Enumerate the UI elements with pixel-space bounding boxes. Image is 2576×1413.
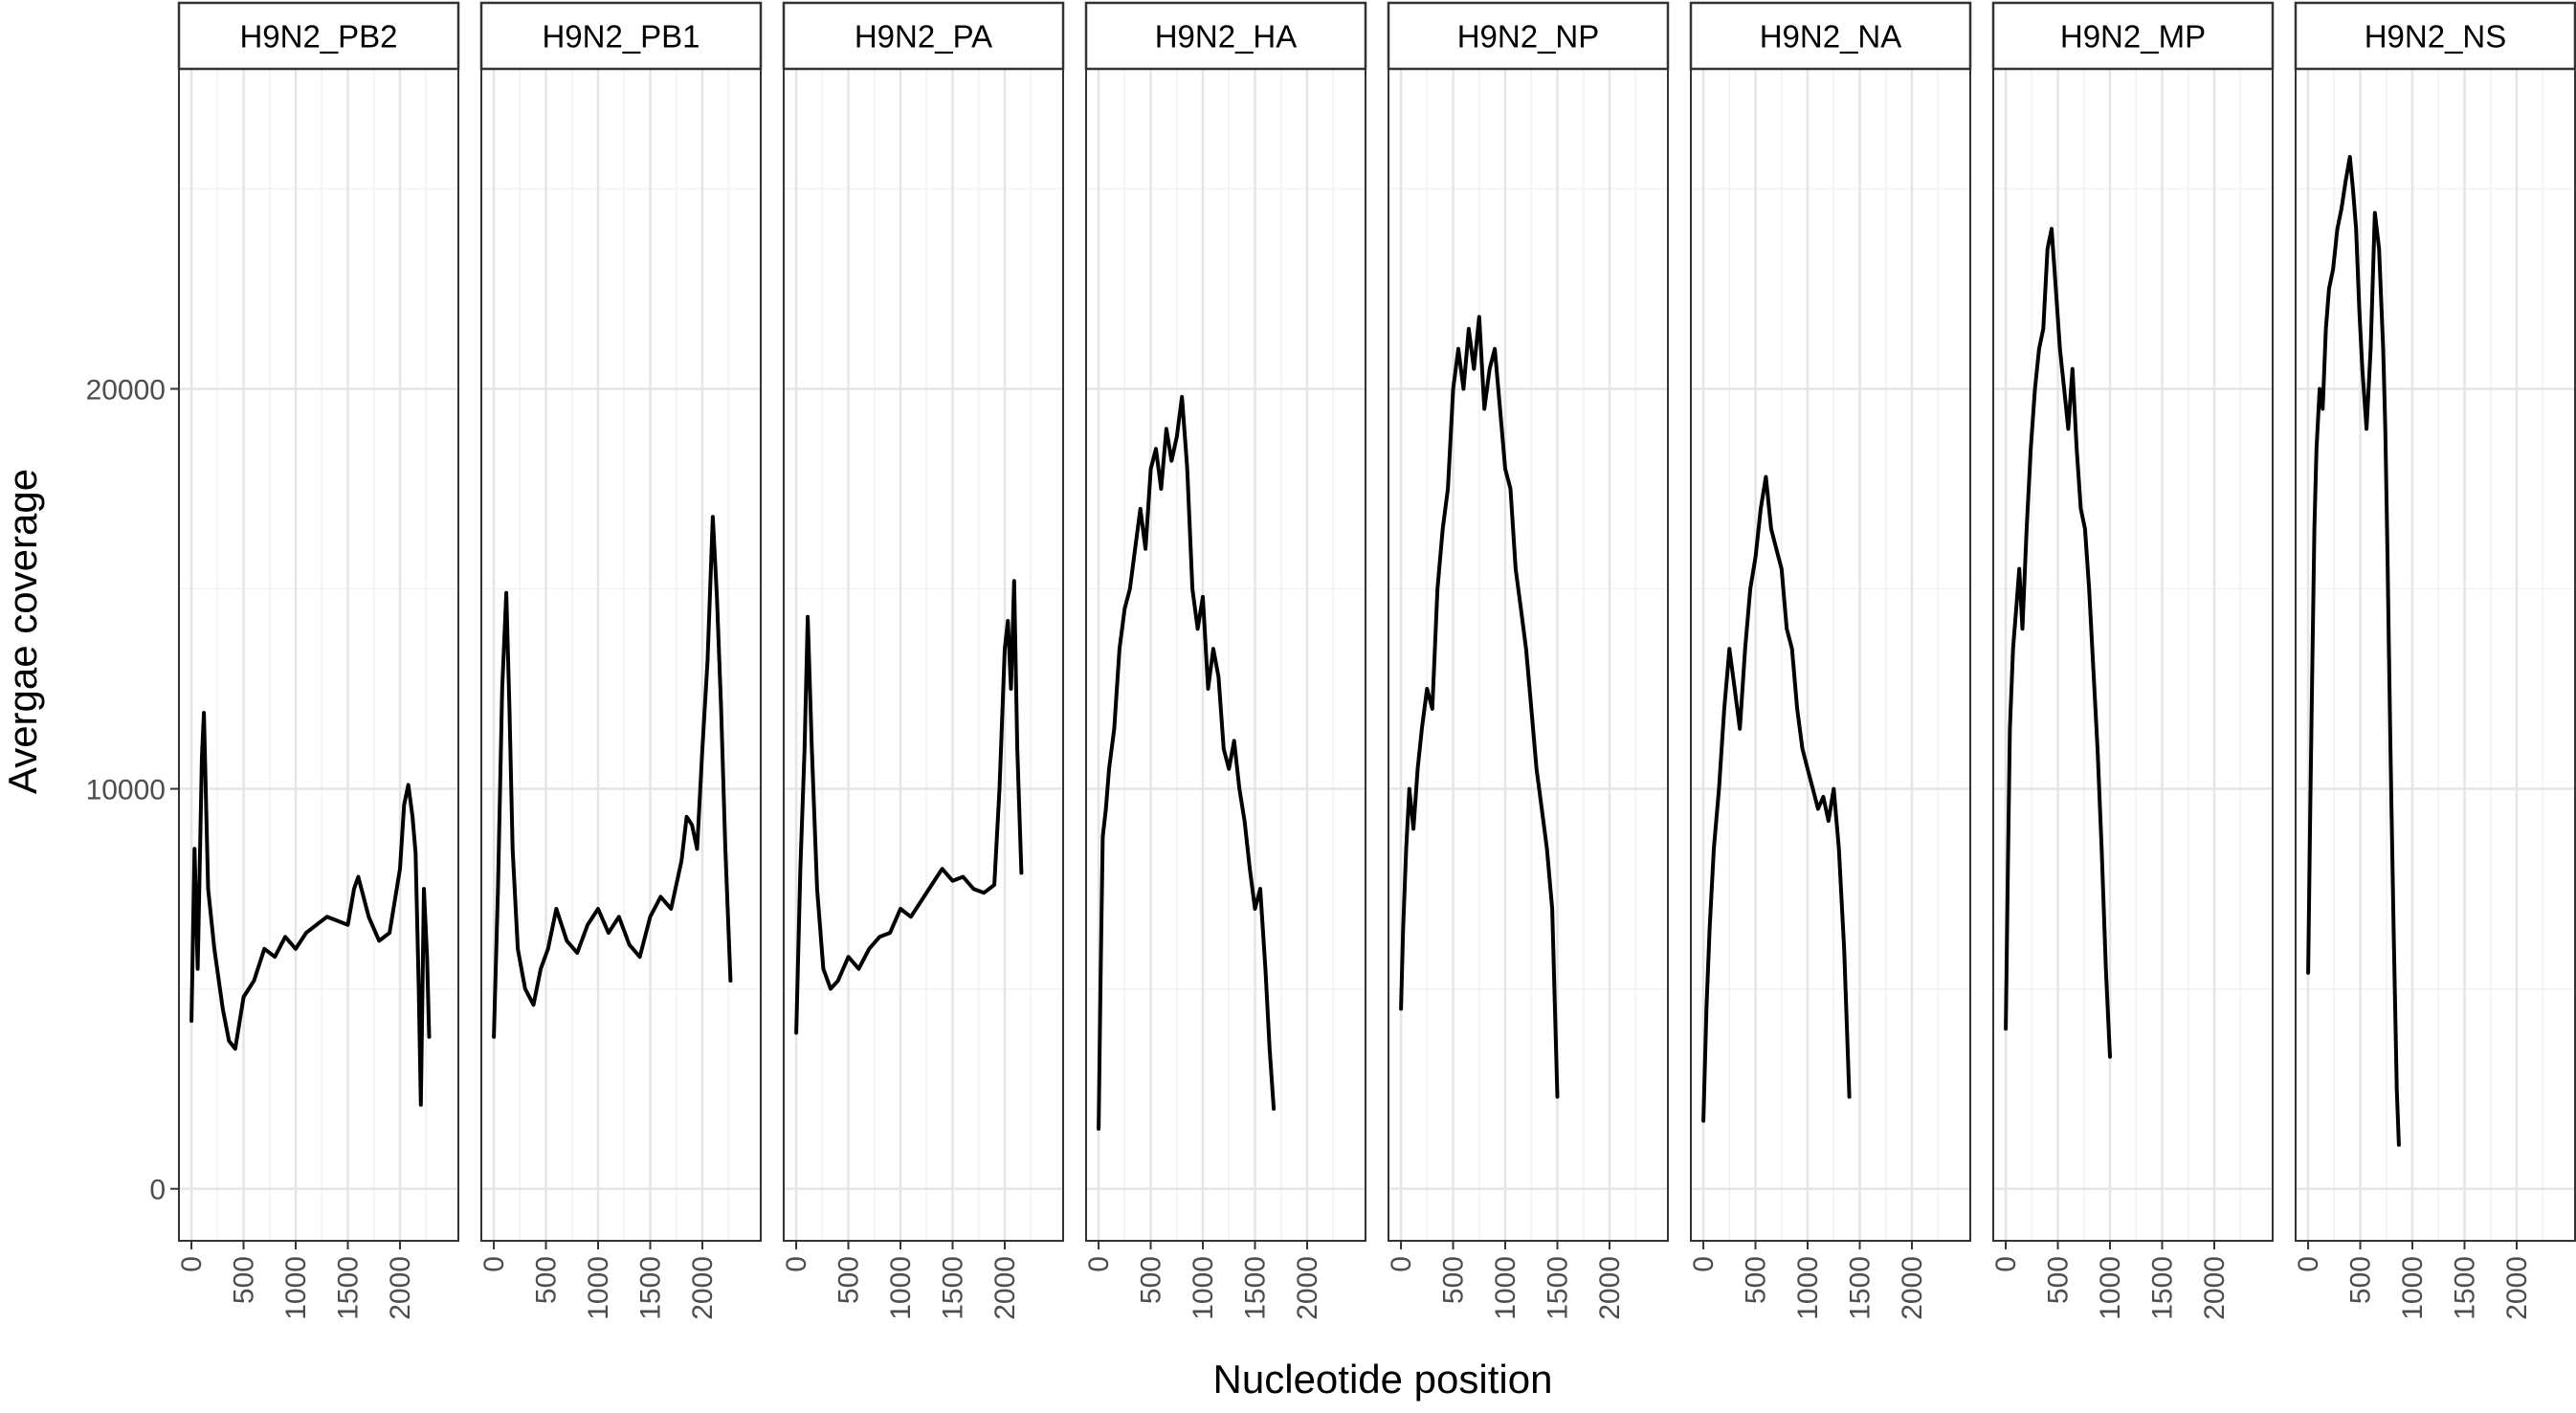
y-axis: 0 10000 20000 — [86, 374, 179, 1206]
panel-background — [1086, 69, 1366, 1241]
x-tick-label: 1000 — [1490, 1256, 1521, 1320]
x-tick-label: 0 — [478, 1256, 510, 1272]
y-tick-label: 20000 — [86, 374, 166, 406]
x-tick-label: 1500 — [2147, 1256, 2179, 1320]
x-tick-label: 1000 — [885, 1256, 917, 1320]
coverage-line — [189, 711, 432, 1107]
x-tick-label: 2000 — [1897, 1256, 1928, 1320]
coverage-line — [492, 515, 733, 1039]
facet-panel: H9N2_MP 0 500 1000 1500 2000 — [1990, 1, 2275, 1320]
x-tick-label: 1000 — [280, 1256, 312, 1320]
coverage-line — [794, 579, 1024, 1035]
x-tick-label: 0 — [1990, 1256, 2022, 1272]
x-tick-label: 1000 — [2095, 1256, 2126, 1320]
x-tick-label: 500 — [1741, 1256, 1772, 1304]
x-tick-label: 500 — [531, 1256, 563, 1304]
facet-strip-label: H9N2_NS — [2365, 19, 2507, 55]
x-tick-label: 500 — [1438, 1256, 1470, 1304]
x-tick-label: 2000 — [989, 1256, 1021, 1320]
facet-strip-label: H9N2_PA — [855, 19, 992, 55]
x-tick-label: 1000 — [2397, 1256, 2429, 1320]
facet-strip — [1689, 1, 1972, 71]
x-tick-label: 0 — [1386, 1256, 1417, 1272]
panel-background — [2296, 69, 2575, 1241]
coverage-line — [2306, 155, 2401, 1147]
coverage-line — [1399, 315, 1560, 1099]
y-tick-label: 0 — [149, 1175, 166, 1206]
x-tick-label: 1500 — [1240, 1256, 1272, 1320]
x-tick-label: 2000 — [1292, 1256, 1323, 1320]
facet-strip — [479, 1, 763, 71]
y-axis-title: Avergae coverage — [0, 469, 45, 794]
facet-strip — [2294, 1, 2576, 71]
facet-panel: H9N2_NA 0 500 1000 1500 2000 — [1688, 1, 1972, 1320]
facet-panel: H9N2_PA 0 500 1000 1500 2000 — [781, 1, 1065, 1320]
x-tick-label: 500 — [833, 1256, 865, 1304]
facet-strip-label: H9N2_PB2 — [239, 19, 397, 55]
x-tick-label: 0 — [1083, 1256, 1115, 1272]
facet-strip — [782, 1, 1065, 71]
coverage-line — [1701, 475, 1852, 1123]
x-tick-label: 0 — [781, 1256, 812, 1272]
facet-panel: H9N2_NS 0 500 1000 1500 2000 — [2293, 1, 2576, 1320]
x-tick-label: 2000 — [687, 1256, 719, 1320]
x-tick-label: 1000 — [1792, 1256, 1824, 1320]
x-axis-title: Nucleotide position — [1213, 1357, 1553, 1402]
facet-panel: H9N2_PB1 0 500 1000 1500 2000 — [478, 1, 763, 1320]
panel-background — [1691, 69, 1970, 1241]
x-tick-label: 500 — [2345, 1256, 2377, 1304]
x-tick-label: 1500 — [333, 1256, 365, 1320]
facet-strip-label: H9N2_NA — [1760, 19, 1902, 55]
coverage-line — [1097, 394, 1277, 1131]
facet-panel: H9N2_HA 0 500 1000 1500 2000 — [1083, 1, 1367, 1320]
y-tick-label: 10000 — [86, 775, 166, 806]
x-tick-label: 1000 — [1188, 1256, 1219, 1320]
x-tick-label: 1500 — [938, 1256, 969, 1320]
x-tick-label: 2000 — [385, 1256, 416, 1320]
x-tick-label: 1500 — [1543, 1256, 1574, 1320]
x-tick-label: 1000 — [583, 1256, 614, 1320]
panel-background — [179, 69, 458, 1241]
panel-background — [784, 69, 1063, 1241]
panel-background — [1993, 69, 2273, 1241]
facet-strip-label: H9N2_HA — [1155, 19, 1298, 55]
x-tick-label: 1500 — [1845, 1256, 1876, 1320]
x-tick-label: 500 — [229, 1256, 260, 1304]
facet-strip-label: H9N2_PB1 — [542, 19, 700, 55]
x-tick-label: 1500 — [635, 1256, 667, 1320]
x-tick-label: 2000 — [2199, 1256, 2231, 1320]
facet-strip — [1387, 1, 1670, 71]
facet-panel: H9N2_PB2 0 500 1000 1500 2000 — [176, 1, 460, 1320]
coverage-line — [2004, 227, 2112, 1059]
facet-strip-label: H9N2_MP — [2060, 19, 2206, 55]
x-tick-label: 1500 — [2450, 1256, 2481, 1320]
x-tick-label: 2000 — [1594, 1256, 1626, 1320]
x-tick-label: 0 — [2293, 1256, 2324, 1272]
facet-strip — [1084, 1, 1367, 71]
x-tick-label: 0 — [176, 1256, 208, 1272]
facet-panel: H9N2_NP 0 500 1000 1500 2000 — [1386, 1, 1670, 1320]
x-tick-label: 500 — [2043, 1256, 2075, 1304]
x-tick-label: 2000 — [2501, 1256, 2533, 1320]
panel-background — [481, 69, 761, 1241]
x-tick-label: 0 — [1688, 1256, 1720, 1272]
facet-strip-label: H9N2_NP — [1457, 19, 1600, 55]
facet-strip — [1991, 1, 2275, 71]
x-tick-label: 500 — [1136, 1256, 1167, 1304]
panels-group: H9N2_PB2 0 500 1000 1500 2000 H9N2_PB1 0 500 1000… — [176, 1, 2576, 1320]
facet-strip — [177, 1, 460, 71]
